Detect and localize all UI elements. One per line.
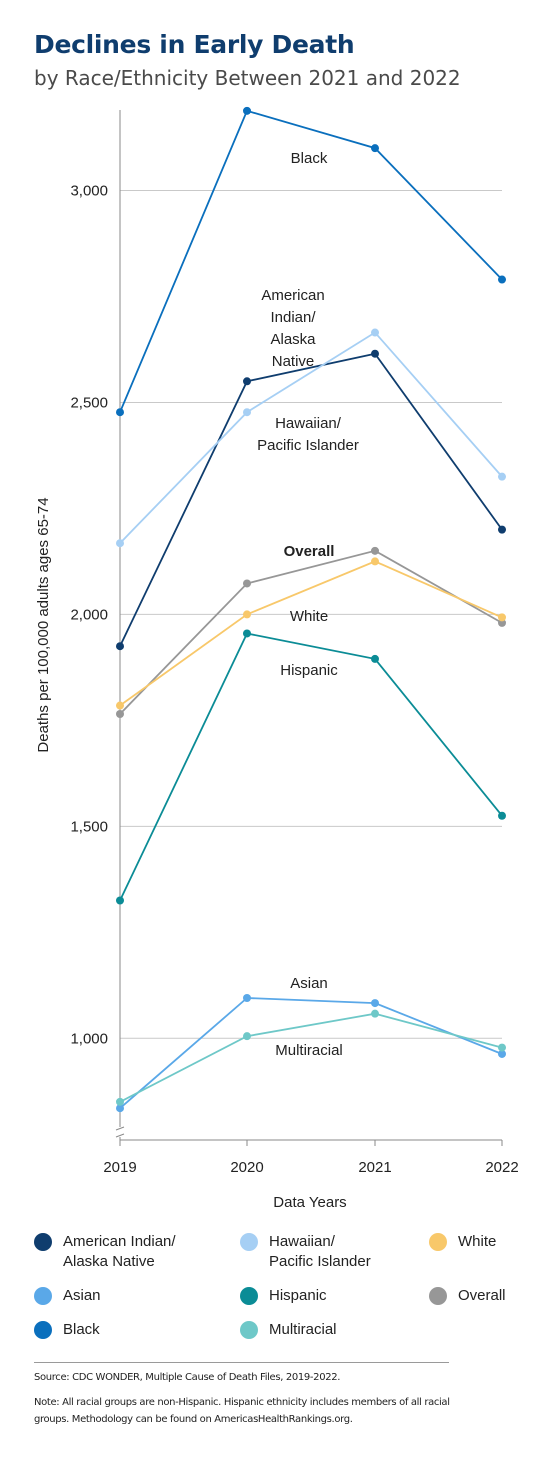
x-tick-label: 2020	[230, 1159, 263, 1176]
data-point-white	[116, 701, 124, 710]
data-point-hispanic	[371, 654, 379, 663]
data-point-asian	[498, 1049, 506, 1058]
series-line-overall	[119, 549, 503, 715]
data-point-black	[243, 106, 251, 115]
data-point-overall	[116, 710, 124, 719]
legend-label: Asian	[63, 1287, 101, 1304]
legend-item-black: Black	[34, 1320, 100, 1340]
legend-item-asian: Asian	[34, 1286, 101, 1306]
legend-swatch	[34, 1233, 52, 1251]
y-tick-label: 1,500	[70, 818, 108, 835]
legend-label: Multiracial	[269, 1321, 337, 1338]
data-point-hawaiian-pacific-islander	[116, 539, 124, 548]
series-line-asian	[119, 997, 503, 1109]
series-line-white	[119, 560, 503, 707]
series-label-hawaiian-pacific-islander: Hawaiian/Pacific Islander	[257, 415, 359, 454]
y-tick-label: 2,500	[70, 394, 108, 411]
data-point-asian	[116, 1104, 124, 1113]
data-point-asian	[371, 999, 379, 1008]
source-text: Source: CDC WONDER, Multiple Cause of De…	[34, 1372, 341, 1383]
x-axis-title: Data Years	[273, 1194, 346, 1211]
data-point-overall	[243, 579, 251, 588]
data-point-hispanic	[243, 629, 251, 638]
data-point-american-indian-alaska-native	[243, 377, 251, 386]
series-line-hispanic	[119, 632, 503, 901]
legend-swatch	[429, 1233, 447, 1251]
legend-swatch	[240, 1233, 258, 1251]
legend-label: Hispanic	[269, 1287, 327, 1304]
legend-label: Black	[63, 1321, 100, 1338]
series-line-multiracial	[119, 1012, 503, 1103]
data-point-black	[116, 408, 124, 417]
y-tick-label: 1,000	[70, 1030, 108, 1047]
legend-swatch	[240, 1287, 258, 1305]
y-tick-label: 3,000	[70, 183, 108, 200]
legend-swatch	[34, 1287, 52, 1305]
legend-label: Hawaiian/Pacific Islander	[269, 1233, 371, 1270]
data-point-hispanic	[116, 896, 124, 905]
legend-item-overall: Overall	[429, 1286, 506, 1306]
series-label-american-indian-alaska-native: American Indian/Alaska Native	[261, 287, 324, 370]
y-axis-title: Deaths per 100,000 adults ages 65-74	[35, 497, 52, 752]
line-chart: 1,000 1,500 2,000 2,500 3,000 2019 2020 2021 202…	[35, 106, 519, 1211]
data-point-white	[371, 557, 379, 566]
x-tick-label: 2022	[485, 1159, 518, 1176]
data-point-hawaiian-pacific-islander	[371, 328, 379, 337]
series-line-hawaiian-pacific-islander	[119, 331, 503, 544]
series-line-black	[119, 109, 503, 413]
data-point-white	[498, 613, 506, 622]
legend-swatch	[240, 1321, 258, 1339]
series-label-overall: Overall	[284, 543, 335, 560]
y-tick-label: 2,000	[70, 606, 108, 623]
data-point-overall	[371, 546, 379, 555]
series-label-asian: Asian	[290, 975, 328, 992]
data-point-multiracial	[371, 1009, 379, 1018]
chart-subtitle: by Race/Ethnicity Between 2021 and 2022	[34, 66, 461, 90]
data-point-hawaiian-pacific-islander	[243, 408, 251, 417]
legend-label: American Indian/Alaska Native	[63, 1233, 176, 1270]
legend-label: White	[458, 1233, 497, 1250]
data-point-black	[498, 275, 506, 284]
x-tick-label: 2019	[103, 1159, 136, 1176]
note-text: Note: All racial groups are non-Hispanic…	[34, 1397, 450, 1425]
x-tick-label: 2021	[358, 1159, 391, 1176]
legend-item-american-indian-alaska-native: American Indian/Alaska Native	[34, 1232, 176, 1272]
data-point-american-indian-alaska-native	[371, 349, 379, 358]
data-point-hawaiian-pacific-islander	[498, 472, 506, 481]
legend-item-hispanic: Hispanic	[240, 1286, 327, 1306]
series-label-white: White	[290, 608, 328, 625]
data-point-asian	[243, 994, 251, 1003]
data-point-white	[243, 610, 251, 619]
legend-item-white: White	[429, 1232, 496, 1252]
legend-item-multiracial: Multiracial	[240, 1320, 337, 1340]
legend-label: Overall	[458, 1287, 506, 1304]
legend-item-hawaiian-pacific-islander: Hawaiian/Pacific Islander	[240, 1232, 371, 1272]
series-line-american-indian-alaska-native	[119, 352, 503, 647]
footer-divider	[34, 1362, 449, 1363]
legend-swatch	[429, 1287, 447, 1305]
chart-title: Declines in Early Death	[34, 30, 355, 59]
data-point-overall	[498, 618, 506, 627]
data-point-hispanic	[498, 811, 506, 820]
data-point-multiracial	[243, 1032, 251, 1041]
data-point-american-indian-alaska-native	[498, 525, 506, 534]
data-point-multiracial	[498, 1043, 506, 1052]
series-label-hispanic: Hispanic	[280, 662, 338, 679]
series-label-black: Black	[291, 150, 328, 167]
series-label-multiracial: Multiracial	[275, 1042, 343, 1059]
data-point-black	[371, 144, 379, 153]
axis-break-marker	[115, 1126, 125, 1138]
data-point-american-indian-alaska-native	[116, 642, 124, 651]
data-point-multiracial	[116, 1097, 124, 1106]
legend-swatch	[34, 1321, 52, 1339]
